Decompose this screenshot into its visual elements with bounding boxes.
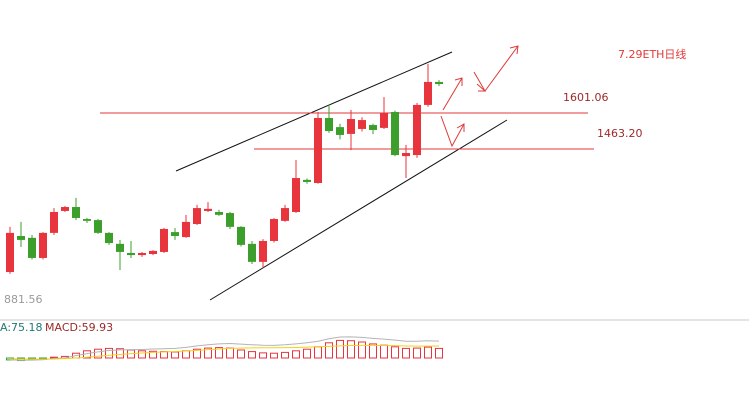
macd-bar xyxy=(424,346,432,359)
macd-bar xyxy=(248,351,256,359)
macd-bar xyxy=(435,347,443,359)
candle-body xyxy=(281,208,289,221)
dea-line xyxy=(9,344,440,360)
candle-body xyxy=(61,207,69,211)
macd-bar xyxy=(303,348,311,359)
macd-bar xyxy=(193,348,201,359)
candle-body xyxy=(402,152,410,157)
candle-body xyxy=(28,237,36,258)
arrow-tick xyxy=(476,83,487,92)
candle-body xyxy=(182,221,190,238)
candle-body xyxy=(105,232,113,244)
macd-bar xyxy=(413,347,421,359)
candle-body xyxy=(292,178,300,212)
macd-bar xyxy=(237,349,245,359)
candle-body xyxy=(380,113,388,128)
macd-bar xyxy=(402,347,410,359)
macd-bar xyxy=(336,339,344,359)
arrow-head xyxy=(509,45,519,55)
arrow xyxy=(442,77,463,111)
candle-body xyxy=(50,211,58,233)
macd-bar xyxy=(215,347,223,359)
dea-label: A:75.18 xyxy=(0,321,43,334)
candle-body xyxy=(39,232,47,258)
candle-body xyxy=(72,207,80,218)
macd-bar xyxy=(391,346,399,359)
candle-body xyxy=(83,219,91,221)
macd-bar xyxy=(116,348,124,359)
candle-body xyxy=(347,119,355,134)
macd-bar xyxy=(149,350,157,359)
chart-title: 7.29ETH日线 xyxy=(618,47,686,61)
macd-bar xyxy=(347,340,355,359)
macd-bar xyxy=(204,347,212,359)
macd-bar xyxy=(292,350,300,359)
arrows xyxy=(440,45,519,148)
macd-bar xyxy=(105,347,113,359)
candle-body xyxy=(259,240,267,262)
macd-bar xyxy=(138,350,146,359)
candle-body xyxy=(94,220,102,233)
candle-body xyxy=(237,226,245,245)
candle-body xyxy=(116,243,124,252)
candle-body xyxy=(138,252,146,256)
candle-body xyxy=(248,243,256,262)
arrow xyxy=(440,115,465,148)
candle-body xyxy=(127,252,135,256)
candle-body xyxy=(149,250,157,255)
arrow-head xyxy=(454,77,463,86)
candle-body xyxy=(171,232,179,237)
arrow-head xyxy=(456,123,465,132)
macd-bar xyxy=(94,348,102,359)
candle-body xyxy=(160,228,168,252)
candle-body xyxy=(336,127,344,135)
candle-body xyxy=(303,179,311,182)
candle-body xyxy=(193,208,201,224)
macd-bar xyxy=(259,352,267,359)
candle-body xyxy=(358,120,366,129)
candle-body xyxy=(413,104,421,156)
candle-body xyxy=(435,81,443,85)
level-label: 1601.06 xyxy=(563,91,609,104)
level-label: 1463.20 xyxy=(597,127,643,140)
lower-trend-line xyxy=(209,119,508,301)
macd-bar xyxy=(325,342,333,359)
macd-bar xyxy=(270,352,278,359)
candle-body xyxy=(204,208,212,211)
macd-bar xyxy=(369,343,377,359)
candle-body xyxy=(391,111,399,156)
candle-body xyxy=(325,117,333,132)
candle-body xyxy=(6,232,14,273)
macd-label: MACD:59.93 xyxy=(45,321,113,334)
candle-body xyxy=(215,211,223,215)
candle-body xyxy=(369,125,377,130)
low-label: 881.56 xyxy=(4,293,43,306)
candle-body xyxy=(17,236,25,240)
candle-body xyxy=(424,81,432,105)
dif-line xyxy=(9,336,440,361)
candle-body xyxy=(270,219,278,241)
macd-bar xyxy=(358,341,366,359)
candle-body xyxy=(314,117,322,183)
macd-bar xyxy=(281,351,289,359)
upper-trend-line xyxy=(175,51,453,172)
candle-body xyxy=(226,213,234,227)
